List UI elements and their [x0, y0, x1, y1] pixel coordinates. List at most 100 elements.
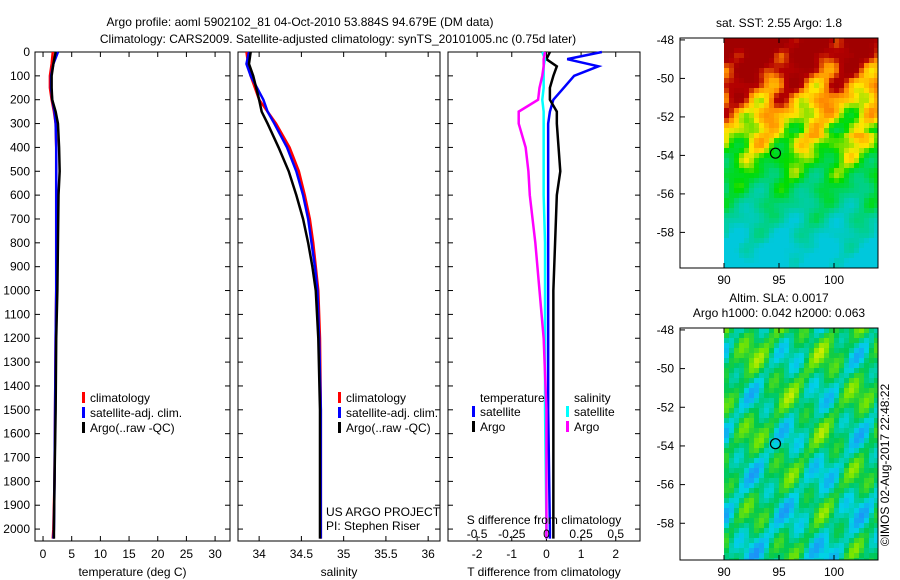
map-pixel	[874, 388, 878, 393]
map-pixel	[844, 63, 849, 68]
map-pixel	[829, 528, 834, 533]
map-pixel	[849, 533, 854, 538]
map-pixel	[834, 188, 839, 193]
map-pixel	[784, 328, 789, 333]
map-pixel	[749, 178, 754, 183]
map-pixel	[789, 48, 794, 53]
map-pixel	[764, 333, 769, 338]
map-pixel	[839, 433, 844, 438]
map-pixel	[799, 378, 804, 383]
map-pixel	[784, 378, 789, 383]
map-pixel	[864, 53, 869, 58]
map-pixel	[784, 428, 789, 433]
map-pixel	[744, 223, 749, 228]
map-pixel	[844, 423, 849, 428]
map-pixel	[749, 118, 754, 123]
map-pixel	[829, 448, 834, 453]
map-pixel	[789, 413, 794, 418]
map-pixel	[824, 233, 829, 238]
map-pixel	[744, 118, 749, 123]
map-pixel	[844, 383, 849, 388]
map-pixel	[874, 83, 878, 88]
map-pixel	[854, 478, 859, 483]
map-pixel	[819, 528, 824, 533]
map-pixel	[854, 98, 859, 103]
map-pixel	[874, 213, 878, 218]
map-pixel	[774, 558, 779, 560]
map-pixel	[874, 198, 878, 203]
map-pixel	[814, 478, 819, 483]
map-pixel	[844, 508, 849, 513]
map-pixel	[854, 43, 859, 48]
map-pixel	[824, 178, 829, 183]
map-pixel	[869, 83, 874, 88]
map-pixel	[804, 258, 809, 263]
map-pixel	[839, 373, 844, 378]
map-pixel	[764, 178, 769, 183]
map-pixel	[789, 243, 794, 248]
map-pixel	[819, 173, 824, 178]
map-pixel	[869, 343, 874, 348]
map-pixel	[829, 258, 834, 263]
map-pixel	[869, 398, 874, 403]
map-pixel	[814, 343, 819, 348]
map-pixel	[734, 128, 739, 133]
map-pixel	[849, 348, 854, 353]
map-pixel	[839, 68, 844, 73]
map-pixel	[804, 503, 809, 508]
map-pixel	[724, 203, 729, 208]
map-pixel	[824, 458, 829, 463]
map-pixel	[814, 493, 819, 498]
map-pixel	[864, 208, 869, 213]
map-pixel	[749, 63, 754, 68]
map-pixel	[789, 398, 794, 403]
map-pixel	[834, 88, 839, 93]
map-pixel	[819, 483, 824, 488]
map-pixel	[764, 253, 769, 258]
map-pixel	[729, 433, 734, 438]
map-pixel	[724, 453, 729, 458]
map-pixel	[789, 183, 794, 188]
map-pixel	[849, 393, 854, 398]
map-pixel	[849, 558, 854, 560]
map-pixel	[844, 503, 849, 508]
map-pixel	[859, 428, 864, 433]
map-pixel	[779, 233, 784, 238]
map-pixel	[874, 558, 878, 560]
lon-tick-label: 95	[772, 273, 786, 287]
map-pixel	[804, 538, 809, 543]
map-pixel	[779, 498, 784, 503]
map-pixel	[759, 48, 764, 53]
map-pixel	[764, 108, 769, 113]
map-pixel	[729, 388, 734, 393]
map-pixel	[779, 368, 784, 373]
map-pixel	[849, 403, 854, 408]
map-pixel	[814, 113, 819, 118]
map-pixel	[799, 83, 804, 88]
map-pixel	[724, 508, 729, 513]
map-pixel	[744, 533, 749, 538]
map-pixel	[864, 448, 869, 453]
map-pixel	[814, 263, 819, 268]
x-tick-label: 0	[543, 547, 550, 561]
map-pixel	[789, 408, 794, 413]
map-pixel	[804, 413, 809, 418]
map-pixel	[844, 218, 849, 223]
map-pixel	[849, 43, 854, 48]
map-pixel	[754, 43, 759, 48]
map-pixel	[749, 108, 754, 113]
map-pixel	[759, 443, 764, 448]
map-pixel	[789, 533, 794, 538]
map-pixel	[829, 388, 834, 393]
map-pixel	[749, 38, 754, 43]
map-pixel	[844, 403, 849, 408]
map-pixel	[829, 263, 834, 268]
map-pixel	[764, 173, 769, 178]
map-pixel	[759, 553, 764, 558]
map-pixel	[779, 248, 784, 253]
profile-location-marker	[769, 438, 782, 450]
map-pixel	[759, 418, 764, 423]
map-pixel	[804, 508, 809, 513]
map-pixel	[804, 133, 809, 138]
map-pixel	[854, 328, 859, 333]
